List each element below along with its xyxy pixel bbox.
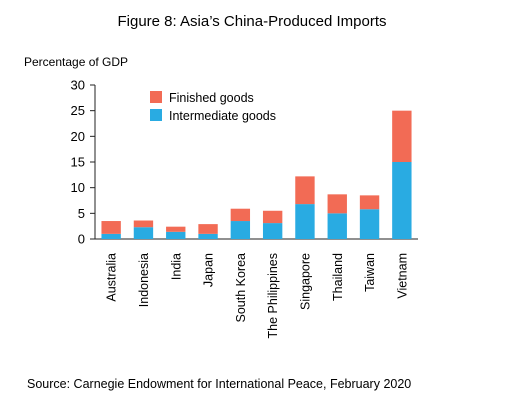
bar-finished-goods: [133, 220, 154, 228]
y-tick-label: 20: [71, 129, 85, 144]
category-label: Thailand: [331, 253, 345, 301]
bar-finished-goods: [198, 224, 218, 234]
category-label: Indonesia: [137, 253, 151, 307]
bar-intermediate-goods: [198, 233, 218, 239]
category-label: The Philippines: [266, 253, 280, 338]
y-tick-label: 10: [71, 180, 85, 195]
legend-swatch: [150, 91, 162, 103]
bar-intermediate-goods: [295, 204, 315, 239]
legend-swatch: [150, 109, 162, 121]
bar-finished-goods: [295, 176, 315, 205]
bar-intermediate-goods: [392, 162, 412, 239]
bar-finished-goods: [101, 221, 121, 234]
bar-finished-goods: [262, 210, 283, 224]
legend-label: Finished goods: [169, 91, 254, 105]
bar-intermediate-goods: [166, 231, 186, 239]
category-label: Taiwan: [363, 253, 377, 292]
category-label: South Korea: [234, 253, 248, 323]
category-label: Australia: [105, 253, 119, 302]
bar-intermediate-goods: [327, 213, 347, 239]
category-label: Singapore: [298, 253, 312, 310]
legend-label: Intermediate goods: [169, 109, 276, 123]
category-labels: Australia Indonesia India Japan South Korea T…: [105, 253, 410, 339]
category-label: India: [169, 253, 183, 280]
y-axis: 0 5 10 15 20 25 30: [71, 78, 96, 247]
bar-finished-goods: [166, 226, 186, 232]
category-label: Vietnam: [395, 253, 409, 299]
y-tick-label: 0: [78, 232, 85, 247]
legend: Finished goods Intermediate goods: [150, 91, 276, 123]
bar-finished-goods: [359, 195, 380, 210]
bars: [101, 110, 412, 239]
y-tick-label: 15: [71, 155, 85, 170]
bar-finished-goods: [327, 194, 347, 214]
y-tick-label: 30: [71, 78, 85, 93]
bar-intermediate-goods: [230, 221, 251, 239]
y-axis-label: Percentage of GDP: [24, 55, 128, 69]
bar-intermediate-goods: [101, 233, 121, 239]
category-label: Japan: [202, 253, 216, 287]
source-note: Source: Carnegie Endowment for Internati…: [27, 377, 411, 391]
chart-title: Figure 8: Asia’s China-Produced Imports: [117, 13, 386, 30]
bar-intermediate-goods: [359, 209, 380, 239]
bar-finished-goods: [392, 110, 412, 162]
bar-intermediate-goods: [133, 227, 154, 239]
bar-finished-goods: [230, 208, 251, 222]
y-tick-label: 25: [71, 103, 85, 118]
bar-intermediate-goods: [262, 223, 283, 239]
y-tick-label: 5: [78, 206, 85, 221]
